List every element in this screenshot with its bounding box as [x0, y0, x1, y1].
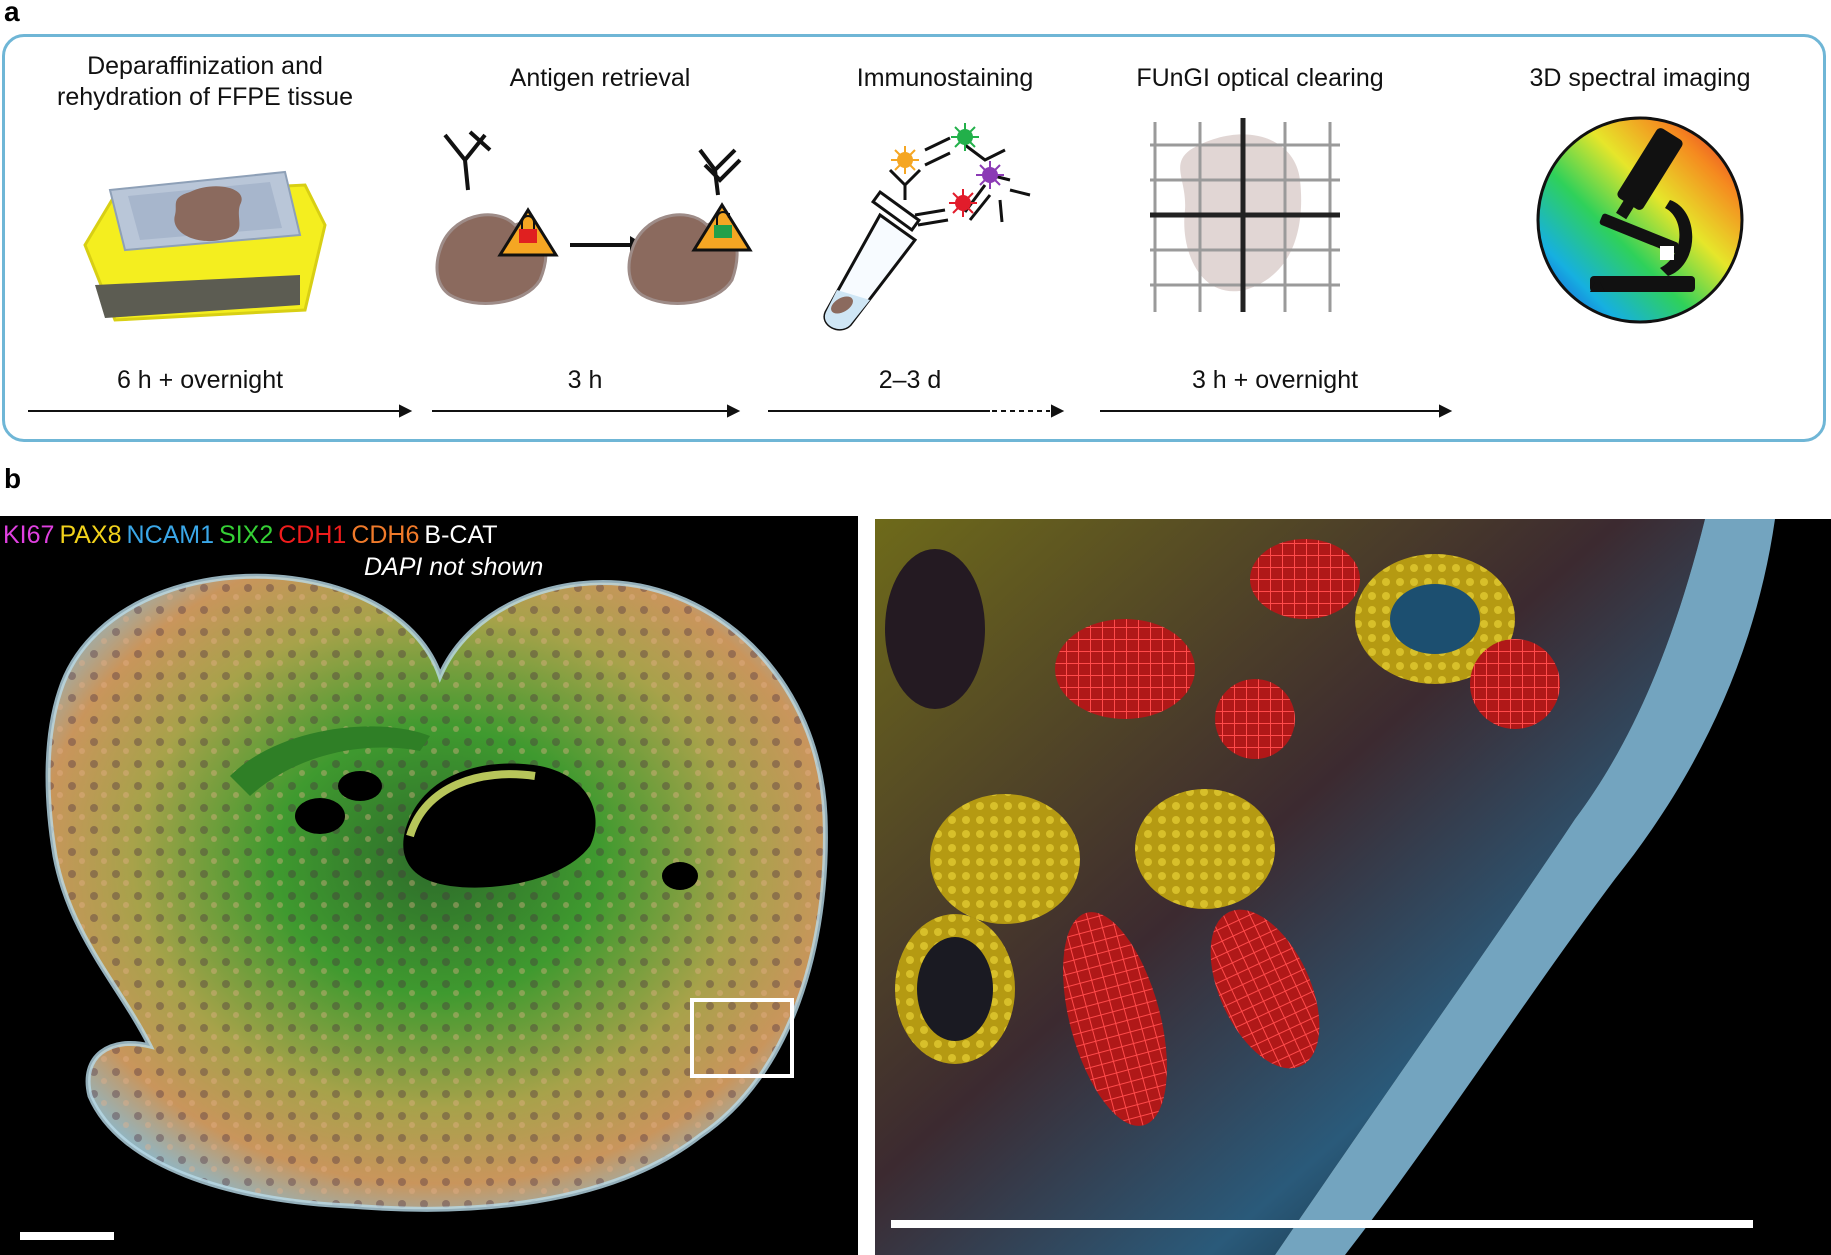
duration-step-1: 6 h + overnight	[116, 366, 284, 394]
legend-cdh6: CDH6	[351, 521, 420, 549]
region-of-interest-box	[690, 998, 794, 1078]
tissue-overview-image	[0, 516, 858, 1255]
step-title-immunostaining: Immunostaining	[856, 64, 1034, 92]
immunostaining-icon	[823, 123, 1031, 331]
antigen-retrieval-icon	[443, 130, 742, 196]
step-title-deparaffinization: Deparaffinization and rehydration of FFP…	[40, 51, 370, 113]
legend-bcat: B-CAT	[424, 521, 498, 549]
timeline-arrows	[28, 404, 1453, 418]
tube-icon	[823, 189, 922, 331]
tissue-zoom-svg	[875, 519, 1775, 1255]
marker-legend: KI67 PAX8 NCAM1 SIX2 CDH1 CDH6 B-CAT	[3, 521, 503, 550]
step-title-line: Deparaffinization and	[87, 52, 323, 80]
fluorophore-orange	[891, 146, 919, 174]
duration-step-3: 2–3 d	[878, 366, 942, 394]
legend-ncam1: NCAM1	[126, 521, 215, 549]
tissue-blob-after	[627, 202, 753, 305]
fluorophore-purple	[976, 161, 1004, 189]
ffpe-cassette-icon	[83, 170, 327, 322]
tissue-overview-svg	[45, 573, 828, 1212]
legend-cdh1: CDH1	[278, 521, 347, 549]
workflow-box	[2, 34, 1826, 442]
step-title-spectral-imaging: 3D spectral imaging	[1529, 64, 1751, 92]
dapi-note: DAPI not shown	[364, 553, 544, 581]
fluorophore-red	[949, 189, 977, 217]
panel-a-letter: a	[4, 0, 20, 27]
step-title-line: rehydration of FFPE tissue	[57, 83, 353, 111]
legend-six2: SIX2	[219, 521, 274, 549]
spectral-microscope-icon	[1536, 116, 1744, 324]
tissue-zoom-image	[875, 519, 1831, 1255]
workflow-illustrations	[28, 116, 1744, 418]
legend-ki67: KI67	[3, 521, 55, 549]
fluorophore-green	[951, 123, 979, 151]
step-title-antigen-retrieval: Antigen retrieval	[509, 64, 691, 92]
tissue-blob-before	[435, 207, 559, 305]
panel-b-letter: b	[4, 463, 22, 494]
scale-bar-overview	[20, 1232, 114, 1240]
scale-bar-zoom	[891, 1220, 1753, 1228]
duration-step-4: 3 h + overnight	[1191, 366, 1359, 394]
legend-pax8: PAX8	[59, 521, 122, 549]
clearing-grid-icon	[1150, 118, 1340, 312]
step-title-optical-clearing: FUnGI optical clearing	[1136, 64, 1384, 92]
duration-step-2: 3 h	[567, 366, 603, 394]
